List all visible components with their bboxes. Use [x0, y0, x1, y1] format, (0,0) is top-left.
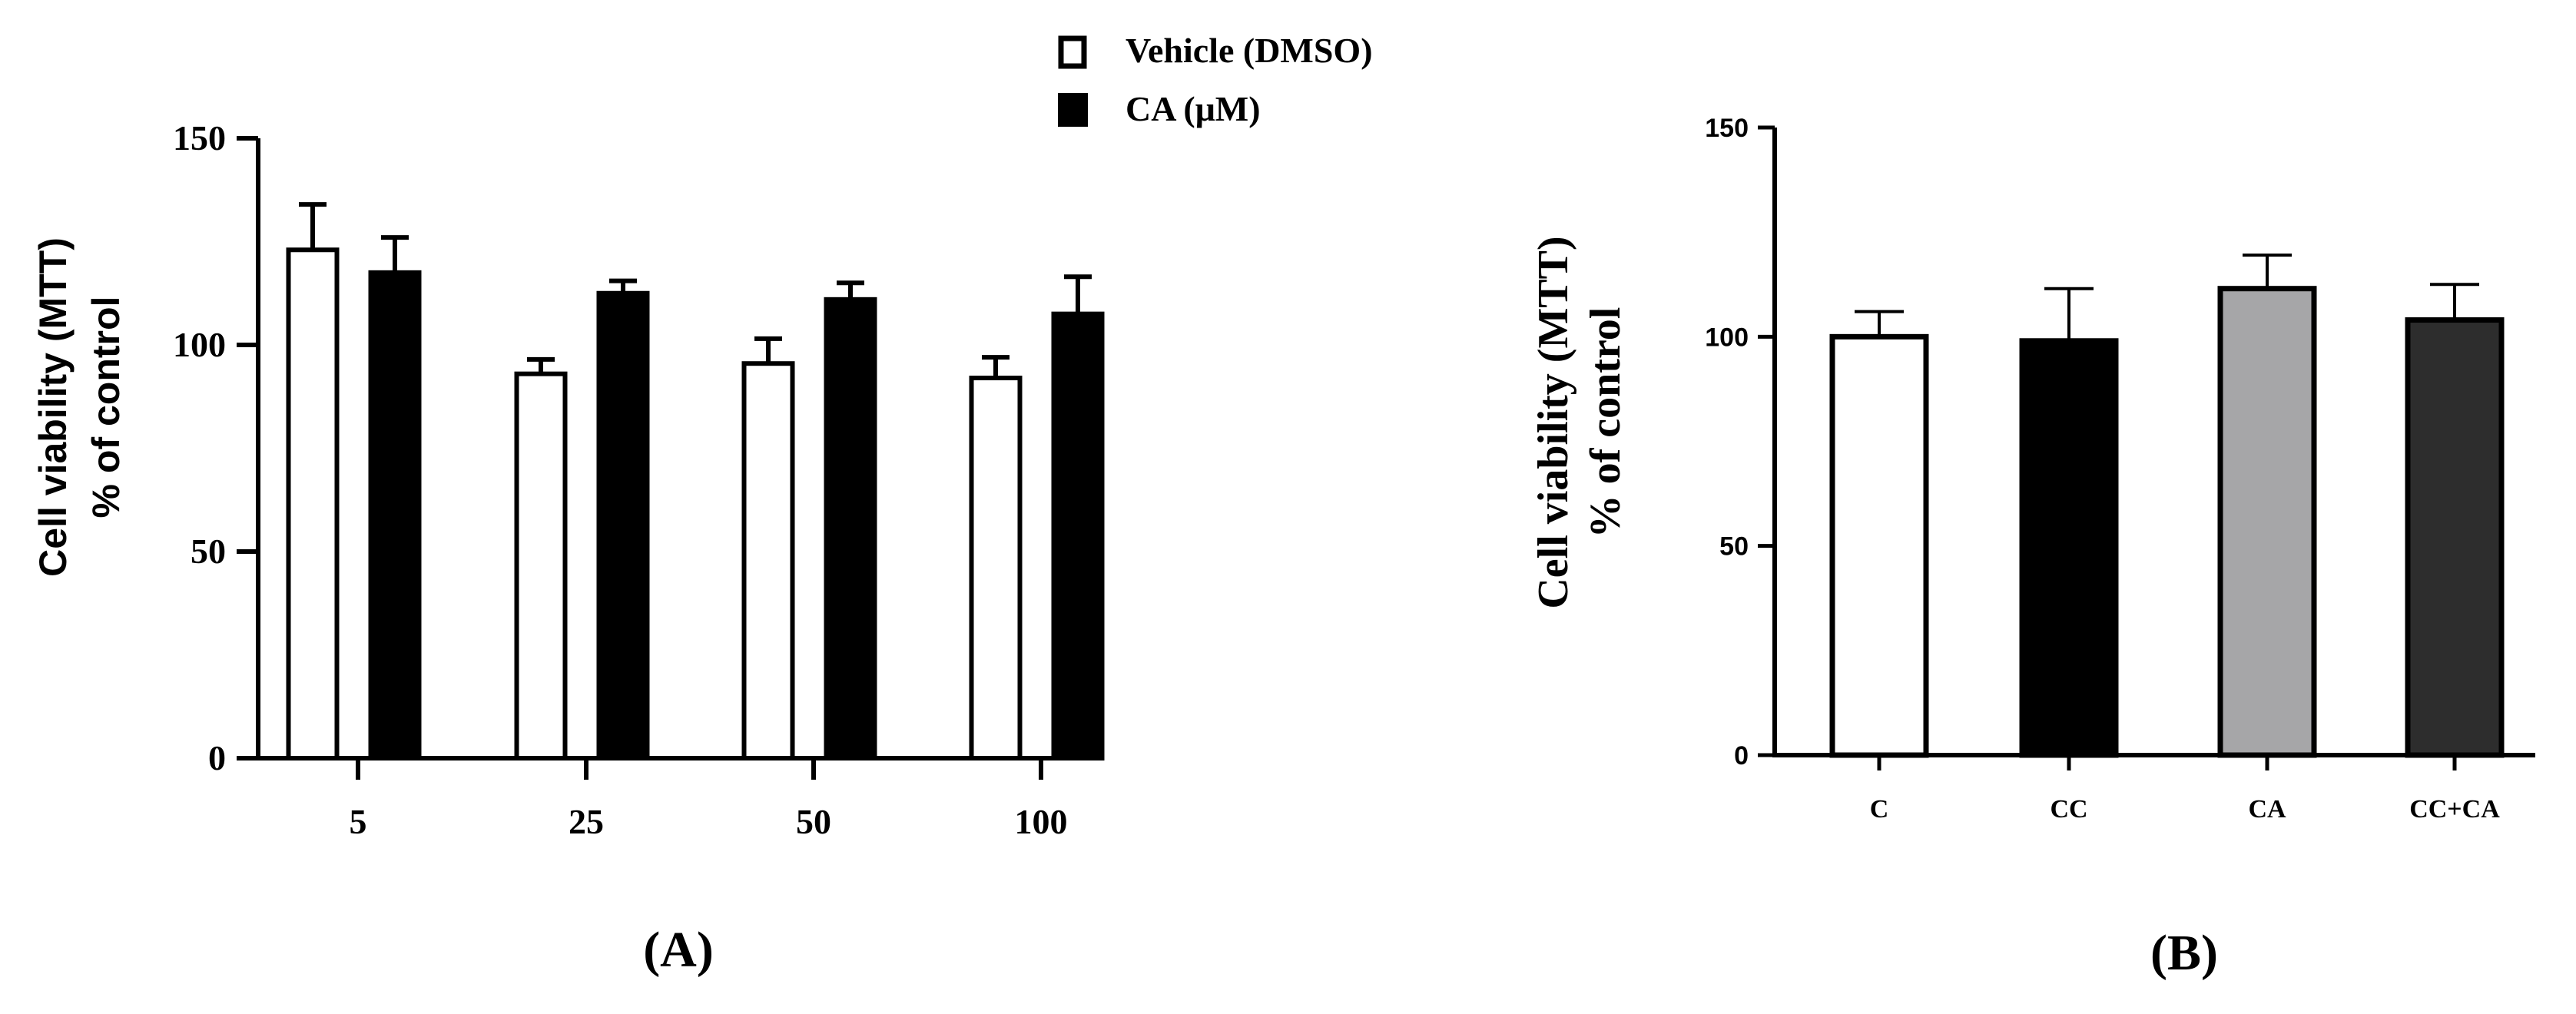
x-tick-label: C [1870, 795, 1889, 823]
bar-vehicle [286, 247, 340, 760]
x-tick-label: 50 [796, 802, 831, 841]
y-tick-label: 0 [1734, 741, 1749, 770]
legend-label-ca: CA (μM) [1126, 89, 1261, 128]
x-tick-label: 100 [1015, 802, 1068, 841]
y-tick-label: 150 [1705, 114, 1749, 143]
y-tick-label: 50 [1719, 532, 1749, 562]
legend: Vehicle (DMSO) CA (μM) [1058, 31, 1373, 128]
chart-panel-a: Vehicle (DMSO) CA (μM) Cell viability (M… [31, 31, 1373, 978]
bar-cc [2019, 338, 2119, 758]
bar-vehicle [514, 371, 568, 760]
x-tick-label: CC [2050, 795, 2087, 823]
x-tick-labels: C CC CA CC+CA [1870, 795, 2501, 823]
y-tick-labels: 0 50 100 150 [173, 118, 226, 777]
panel-label-b: (B) [2150, 925, 2218, 981]
x-tick-label: 25 [569, 802, 604, 841]
y-tick-label: 50 [191, 532, 226, 571]
y-axis-title-line1: Cell viability (MTT) [31, 237, 75, 577]
bar-cc-plus-ca [2405, 317, 2505, 758]
bar-ca [368, 270, 422, 761]
legend-swatch-vehicle [1058, 35, 1087, 69]
bar-ca [596, 290, 650, 760]
bar-vehicle [741, 361, 795, 760]
bar-vehicle [969, 376, 1023, 760]
bars [1829, 254, 2505, 758]
x-tick-label: 5 [350, 802, 367, 841]
x-tick-labels: 5 25 50 100 [350, 802, 1068, 841]
legend-label-vehicle: Vehicle (DMSO) [1126, 31, 1373, 70]
y-axis-title-line2: % of control [1582, 307, 1629, 538]
chart-panel-b: Cell viability (MTT) % of control 0 50 100… [1530, 114, 2535, 981]
y-axis-title-line2: % of control [85, 297, 128, 519]
bar-c [1829, 333, 1929, 758]
axes [237, 136, 1095, 780]
bar-ca [824, 297, 877, 760]
y-axis-title-line1: Cell viability (MTT) [1530, 236, 1577, 608]
y-tick-label: 0 [208, 738, 226, 777]
panel-label-a: (A) [643, 922, 714, 978]
y-tick-labels: 0 50 100 150 [1705, 114, 1749, 770]
x-tick-label: CA [2248, 795, 2286, 823]
y-tick-label: 100 [173, 325, 226, 364]
y-tick-label: 100 [1705, 323, 1749, 352]
bars [286, 202, 1105, 761]
y-tick-label: 150 [173, 118, 226, 157]
bar-ca [1051, 311, 1105, 760]
legend-swatch-ca [1058, 93, 1088, 127]
x-tick-label: CC+CA [2409, 795, 2500, 823]
bar-ca [2217, 286, 2317, 758]
